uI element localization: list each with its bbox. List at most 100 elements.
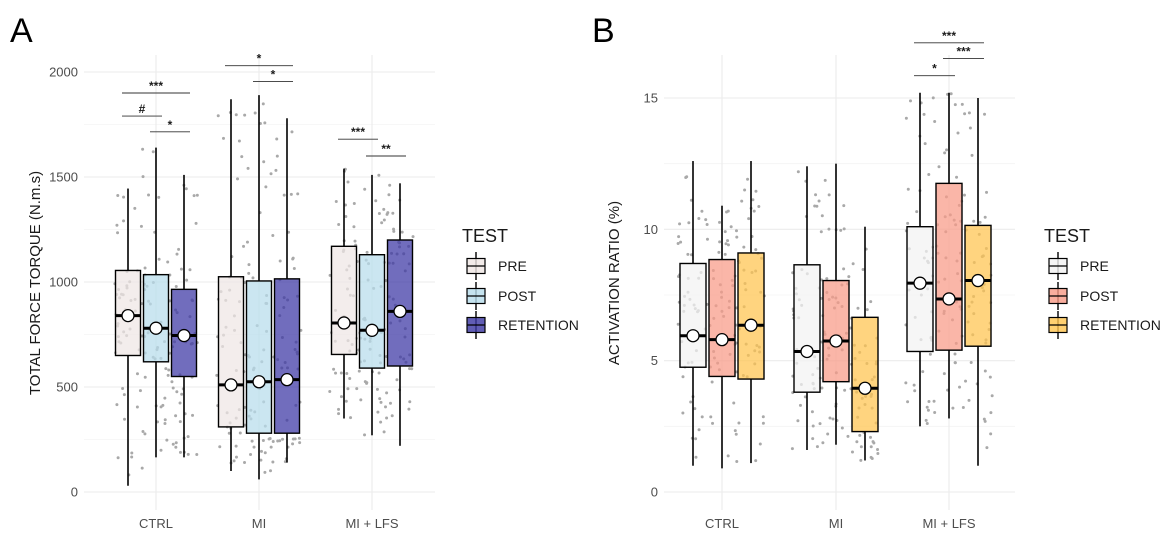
data-point [263, 121, 267, 125]
data-point [819, 230, 823, 234]
significance-bracket: ** [366, 142, 406, 157]
box [935, 182, 963, 351]
data-point [271, 439, 275, 443]
data-point [365, 381, 369, 385]
data-point [271, 460, 275, 464]
data-point [133, 206, 137, 210]
data-point [679, 240, 683, 244]
data-point [334, 200, 338, 204]
data-point [175, 390, 179, 394]
data-point [923, 142, 927, 146]
data-point [141, 147, 145, 151]
data-point [123, 417, 127, 421]
data-point [758, 442, 762, 446]
data-point [157, 257, 161, 261]
data-point [180, 392, 184, 396]
y-tick-label: 15 [644, 91, 658, 106]
series-pre [679, 92, 934, 466]
data-point [234, 113, 238, 117]
data-point [921, 370, 925, 374]
data-point [961, 405, 965, 409]
data-point [825, 277, 829, 281]
data-point [820, 214, 824, 218]
data-point [264, 185, 268, 189]
x-tick-label: MI [252, 516, 266, 531]
y-tick-label: 0 [71, 485, 78, 500]
data-point [392, 229, 396, 233]
data-point [761, 415, 765, 419]
data-point [188, 268, 192, 272]
data-point [850, 450, 854, 454]
y-axis-label: TOTAL FORCE TORQUE (N.m.s) [27, 171, 44, 395]
data-point [267, 437, 271, 441]
data-point [869, 435, 873, 439]
data-point [332, 367, 336, 371]
legend: TEST PRE POST RETENTION [462, 226, 579, 339]
data-point [392, 227, 396, 231]
data-point [709, 415, 713, 419]
data-point [700, 209, 704, 213]
data-point [858, 433, 862, 437]
data-point [385, 212, 389, 216]
significance-bracket: * [253, 67, 293, 82]
data-point [163, 418, 167, 422]
data-point [803, 395, 807, 399]
data-point [815, 204, 819, 208]
box [708, 258, 736, 378]
x-tick-label: MI + LFS [345, 516, 398, 531]
data-point [334, 371, 338, 375]
data-point [839, 228, 843, 232]
data-point [697, 216, 701, 220]
data-point [380, 221, 384, 225]
data-point [970, 153, 974, 157]
y-tick-label: 1000 [49, 275, 78, 290]
box [822, 279, 850, 383]
data-point [116, 231, 120, 235]
data-point [192, 194, 196, 198]
significance-bracket: * [225, 52, 293, 67]
data-point [275, 137, 279, 141]
data-point [243, 113, 247, 117]
data-point [379, 400, 383, 404]
significance-label: *** [956, 45, 970, 59]
data-point [846, 434, 850, 438]
significance-bracket: * [914, 62, 955, 77]
data-point [925, 405, 929, 409]
data-point [215, 373, 219, 377]
data-point [705, 222, 709, 226]
y-tick-label: 5 [651, 353, 658, 368]
data-point [817, 199, 821, 203]
data-point [967, 398, 971, 402]
legend-key [1048, 252, 1068, 280]
data-point [159, 448, 163, 452]
data-point [678, 222, 682, 226]
data-point [751, 198, 755, 202]
data-point [813, 204, 817, 208]
data-point [337, 412, 341, 416]
mean-point [858, 381, 872, 395]
chart-panel-b: 0 5 10 15 CTRL MI MI + LFS ACTIVATION RATIO (%)… [606, 29, 1161, 531]
y-tick-label: 10 [644, 222, 658, 237]
data-point [147, 193, 151, 197]
data-point [989, 432, 993, 436]
data-point [352, 225, 356, 229]
data-point [376, 410, 380, 414]
data-point [298, 441, 302, 445]
data-point [861, 267, 865, 271]
mean-point [686, 329, 700, 343]
data-point [344, 399, 348, 403]
data-point [278, 259, 282, 263]
data-point [166, 260, 170, 264]
data-point [826, 432, 830, 436]
data-point [737, 421, 741, 425]
data-point [375, 387, 379, 391]
data-point [234, 455, 238, 459]
data-point [345, 371, 349, 375]
data-point [815, 445, 819, 449]
data-point [931, 96, 935, 100]
data-point [842, 267, 846, 271]
data-point [328, 389, 332, 393]
data-point [983, 112, 987, 116]
box [358, 253, 386, 369]
data-point [143, 375, 147, 379]
